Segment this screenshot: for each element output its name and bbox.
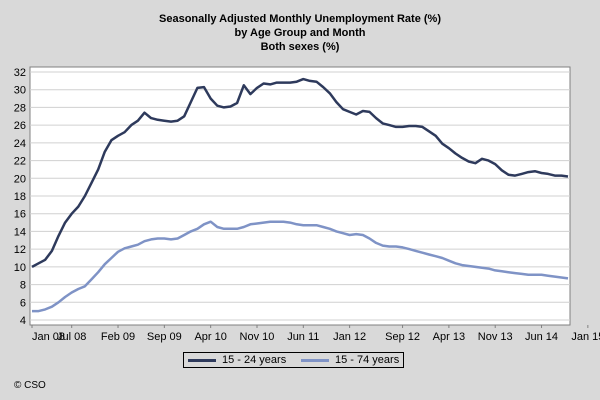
legend-label-15-24: 15 - 24 years [222, 354, 287, 366]
chart-legend: 15 - 24 years 15 - 74 years [183, 352, 404, 368]
y-tick-label: 8 [20, 280, 26, 292]
y-tick-label: 26 [14, 120, 26, 132]
chart-title-line-3: Both sexes (%) [260, 41, 340, 53]
x-tick-label: Nov 10 [240, 331, 275, 343]
y-tick-label: 14 [14, 226, 26, 238]
x-tick-label: Jan 08 [32, 331, 65, 343]
y-tick-label: 12 [14, 244, 26, 256]
series-line-0 [31, 77, 569, 268]
y-tick-label: 24 [14, 138, 26, 150]
y-tick-label: 16 [14, 209, 26, 221]
x-tick-label: Apr 10 [194, 331, 226, 343]
x-tick-label: Jan 12 [333, 331, 366, 343]
legend-item-15-74: 15 - 74 years [301, 354, 399, 366]
y-tick-label: 20 [14, 173, 26, 185]
y-tick-label: 30 [14, 85, 26, 97]
chart-title-line-1: Seasonally Adjusted Monthly Unemployment… [159, 13, 441, 25]
x-tick-label: Apr 13 [433, 331, 465, 343]
x-tick-label: Jul 08 [57, 331, 86, 343]
x-tick-label: Sep 09 [147, 331, 182, 343]
x-tick-label: Sep 12 [385, 331, 420, 343]
y-axis-ticks: 4 6 8 10 12 14 16 18 20 22 24 26 28 30 32 [14, 67, 26, 327]
y-tick-label: 6 [20, 297, 26, 309]
legend-swatch-15-24 [188, 358, 216, 362]
y-tick-label: 18 [14, 191, 26, 203]
x-tick-label: Jun 11 [287, 331, 319, 343]
x-tick-label: Nov 13 [478, 331, 513, 343]
y-tick-label: 22 [14, 156, 26, 168]
x-tick-label: Feb 09 [101, 331, 135, 343]
y-tick-label: 28 [14, 102, 26, 114]
chart-title-line-2: by Age Group and Month [234, 27, 366, 39]
y-tick-label: 32 [14, 67, 26, 79]
x-tick-label: Jan 15 [571, 331, 600, 343]
x-tick-label: Jun 14 [525, 331, 558, 343]
legend-item-15-24: 15 - 24 years [188, 354, 286, 366]
legend-label-15-74: 15 - 74 years [335, 354, 400, 366]
series-line-1 [32, 220, 569, 313]
y-tick-label: 4 [20, 315, 26, 327]
grid-lines [30, 71, 570, 321]
series-lines [31, 77, 569, 313]
copyright-text: © CSO [14, 380, 46, 391]
legend-swatch-15-74 [301, 358, 329, 362]
y-tick-label: 10 [14, 262, 26, 274]
